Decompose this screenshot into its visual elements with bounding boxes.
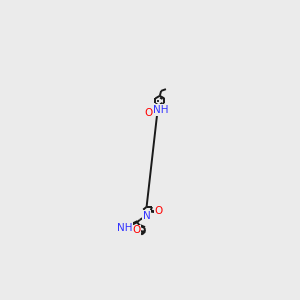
Text: N: N (142, 211, 150, 220)
Text: O: O (155, 206, 163, 216)
Text: NH: NH (118, 223, 133, 232)
Text: O: O (145, 108, 153, 118)
Text: O: O (132, 225, 140, 236)
Text: NH: NH (153, 105, 169, 115)
